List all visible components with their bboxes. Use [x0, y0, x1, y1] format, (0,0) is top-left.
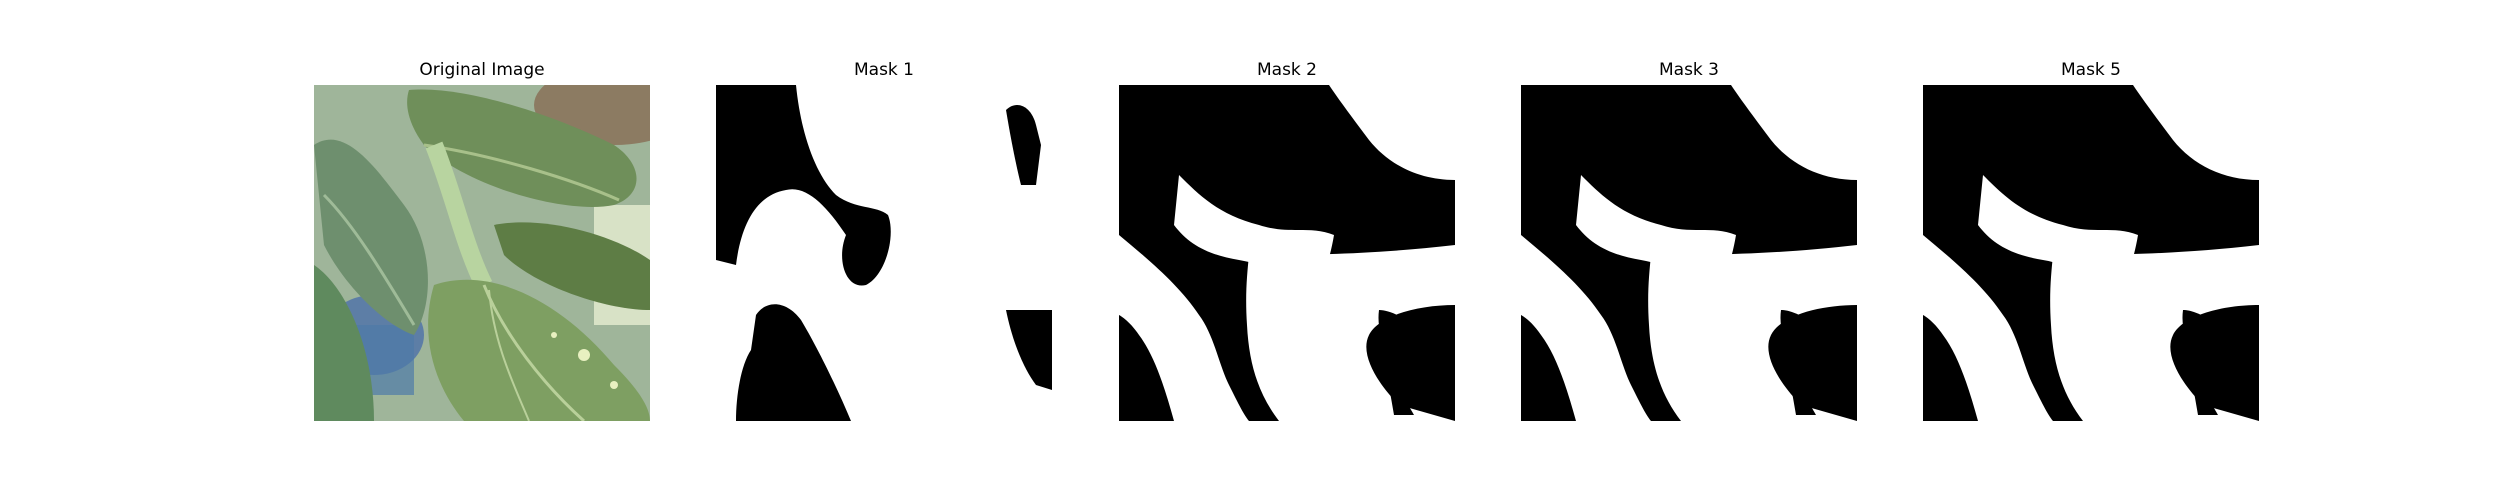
original-image-panel: Original Image: [314, 60, 650, 421]
panel-title: Mask 1: [853, 60, 914, 80]
original-image: [314, 85, 650, 421]
mask-2-panel: Mask 2: [1119, 60, 1455, 421]
mask-2-image: [1119, 85, 1455, 421]
panel-title: Mask 2: [1256, 60, 1317, 80]
mask-1-image: [716, 85, 1052, 421]
panel-title: Mask 5: [2060, 60, 2121, 80]
mask-3-panel: Mask 3: [1521, 60, 1857, 421]
mask-1-panel: Mask 1: [716, 60, 1052, 421]
mask-5-image: [1923, 85, 2259, 421]
panel-title: Original Image: [419, 60, 545, 80]
mask-3-image: [1521, 85, 1857, 421]
mask-5-panel: Mask 5: [1923, 60, 2259, 421]
panel-title: Mask 3: [1658, 60, 1719, 80]
